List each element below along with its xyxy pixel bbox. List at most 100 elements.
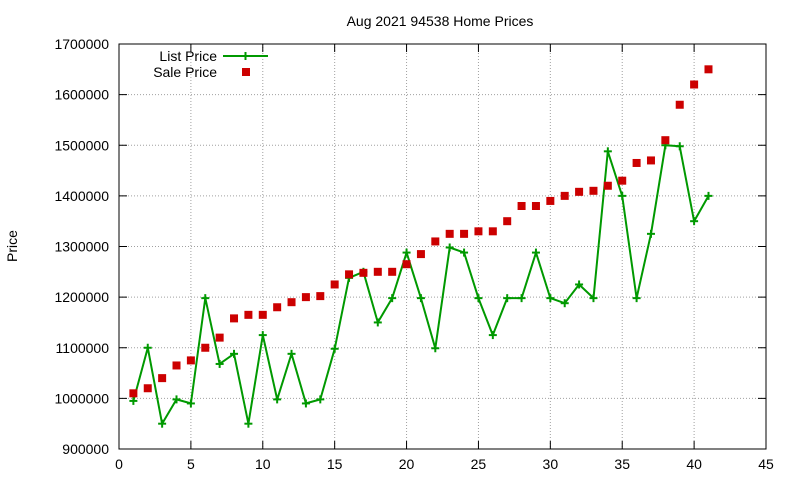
list-price-point [330, 344, 339, 353]
sale-price-point [690, 80, 699, 89]
list-price-point [603, 147, 612, 156]
list-price-point [460, 248, 469, 257]
list-price-point [388, 294, 397, 303]
list-price-point [488, 331, 497, 340]
list-price-point [287, 349, 296, 358]
list-price-point [316, 395, 325, 404]
list-price-point [546, 294, 555, 303]
sale-price-point [287, 298, 296, 307]
sale-price-point [474, 227, 483, 236]
x-tick-label: 35 [614, 456, 630, 472]
legend-marker-list-price [223, 52, 268, 60]
list-price-point [690, 217, 699, 226]
sale-price-point [402, 260, 411, 269]
sale-price-point [503, 217, 512, 226]
sale-price-point [244, 310, 253, 319]
list-price-point [258, 331, 267, 340]
legend-marker-sale-price [242, 68, 250, 76]
grid [119, 44, 766, 449]
sale-price-point [618, 176, 627, 185]
y-tick-label: 1600000 [54, 87, 109, 103]
list-price-point [431, 344, 440, 353]
list-price-point [618, 191, 627, 200]
sale-price-point [373, 267, 382, 276]
x-tick-label: 45 [758, 456, 774, 472]
list-price-point [675, 142, 684, 151]
list-price-point [704, 191, 713, 200]
list-price-point [575, 280, 584, 289]
sale-price-point [416, 250, 425, 259]
list-price-point [230, 349, 239, 358]
list-price-point [503, 294, 512, 303]
list-price-point [273, 395, 282, 404]
y-tick-label: 1300000 [54, 239, 109, 255]
sale-price-point [345, 270, 354, 279]
x-tick-label: 5 [187, 456, 195, 472]
sale-price-point [158, 374, 167, 383]
list-price-point [215, 359, 224, 368]
sale-price-point [517, 202, 526, 210]
sale-price-point [704, 65, 713, 74]
sale-price-point [129, 389, 138, 398]
sale-price-point [201, 343, 210, 352]
sale-price-point [330, 280, 339, 289]
axes: 0 5 10 15 20 25 30 35 40 45 900000 1000000 1100000 12… [54, 36, 774, 472]
list-price-point [416, 294, 425, 303]
sale-price-point [661, 136, 670, 145]
y-tick-label: 1400000 [54, 188, 109, 204]
sale-price-point [632, 158, 641, 167]
x-tick-label: 30 [543, 456, 559, 472]
list-price-point [143, 343, 152, 352]
legend-plus-list-price [241, 52, 250, 60]
list-price-point [632, 294, 641, 303]
sale-price-point [560, 191, 569, 200]
list-price-point [531, 248, 540, 257]
list-price-point [517, 294, 526, 303]
legend-label-sale-price: Sale Price [153, 64, 217, 80]
legend-square-sale-price [242, 68, 250, 76]
x-tick-label: 20 [399, 456, 415, 472]
y-tick-label: 1500000 [54, 137, 109, 153]
x-tick-label: 10 [255, 456, 271, 472]
sale-price-point [186, 356, 195, 365]
sale-price-point [460, 229, 469, 238]
list-price-point [589, 294, 598, 303]
list-price-point [646, 229, 655, 238]
sale-price-point [575, 187, 584, 196]
list-price-point [474, 294, 483, 303]
x-tick-label: 15 [327, 456, 343, 472]
list-price-point [129, 396, 138, 405]
y-tick-label: 1700000 [54, 36, 109, 52]
series [129, 65, 713, 428]
sale-price-point [488, 227, 497, 236]
sale-price-point [589, 186, 598, 195]
chart-title: Aug 2021 94538 Home Prices [347, 13, 534, 29]
list-price-point [402, 248, 411, 257]
list-price-point [186, 399, 195, 408]
sale-price-point [258, 310, 267, 319]
list-price-point [158, 419, 167, 428]
x-tick-label: 0 [115, 456, 123, 472]
y-tick-label: 1100000 [56, 340, 110, 356]
sale-price-point [431, 237, 440, 246]
sale-price-point [273, 303, 282, 312]
legend: List Price Sale Price [153, 48, 268, 80]
x-tick-label: 40 [686, 456, 702, 472]
y-tick-label: 900000 [62, 441, 109, 457]
sale-price-point [359, 268, 368, 277]
sale-price-point [316, 292, 325, 301]
sale-price-point [675, 100, 684, 109]
sale-price-point [215, 333, 224, 342]
sale-price-point [143, 384, 152, 393]
list-price-point [244, 419, 253, 428]
x-tick-label: 25 [471, 456, 487, 472]
list-price-point [373, 318, 382, 327]
sale-price-point [301, 293, 310, 302]
list-price-point [201, 294, 210, 303]
list-price-point [560, 299, 569, 308]
y-axis-label: Price [4, 230, 20, 262]
sale-price-point [646, 156, 655, 165]
y-tick-label: 1200000 [54, 289, 109, 305]
list-price-point [445, 243, 454, 252]
